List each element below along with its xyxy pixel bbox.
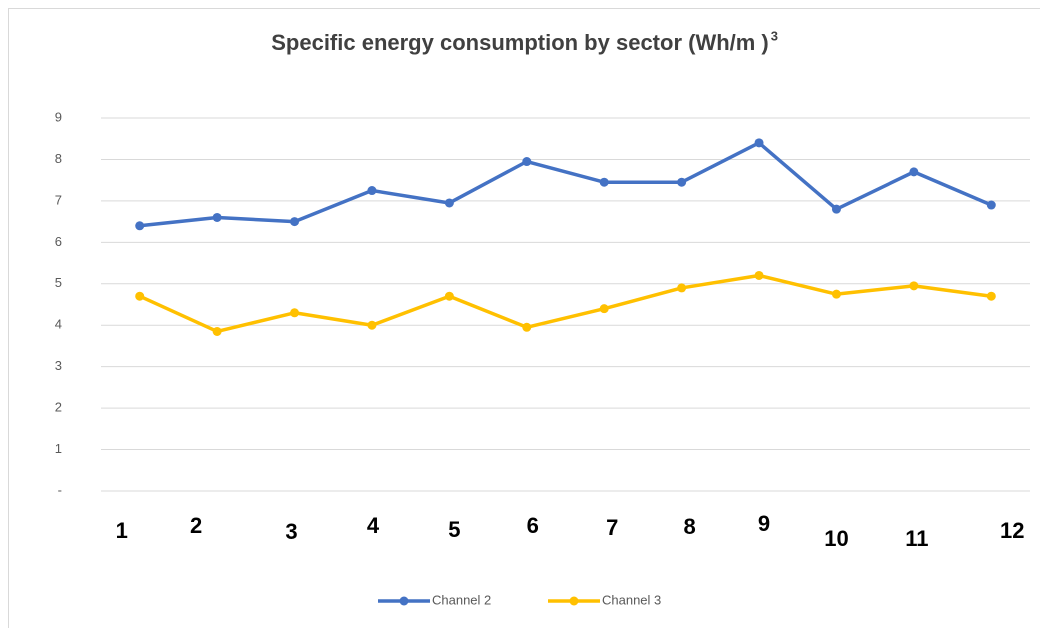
data-point (444, 291, 454, 301)
legend-marker (399, 596, 409, 606)
y-tick-label: 3 (55, 358, 62, 373)
x-tick-label: 6 (527, 513, 539, 538)
legend-label: Channel 3 (602, 592, 661, 607)
data-point (367, 320, 377, 330)
data-point (677, 283, 687, 293)
data-point (522, 322, 532, 332)
legend-label: Channel 2 (432, 592, 491, 607)
y-tick-label: 2 (55, 400, 62, 415)
y-tick-label: 7 (55, 192, 62, 207)
data-point (831, 289, 841, 299)
x-tick-label: 7 (606, 515, 618, 540)
y-tick-label: 9 (55, 109, 62, 124)
x-tick-label: 5 (448, 517, 460, 542)
y-tick-label: 1 (55, 441, 62, 456)
data-point (135, 291, 145, 301)
data-point (135, 221, 145, 231)
data-point (212, 212, 222, 222)
data-point (444, 198, 454, 208)
data-point (909, 167, 919, 177)
x-tick-label: 11 (905, 526, 928, 551)
data-point (754, 270, 764, 280)
y-tick-label: 4 (55, 317, 62, 332)
y-tick-label: 5 (55, 275, 62, 290)
data-point (290, 308, 300, 318)
chart-border (8, 8, 1040, 628)
data-point (986, 200, 996, 210)
data-point (290, 217, 300, 227)
data-point (909, 281, 919, 291)
x-tick-label: 10 (824, 526, 848, 551)
data-point (677, 177, 687, 187)
x-tick-label: 1 (116, 518, 128, 543)
series-line (139, 141, 992, 228)
legend-marker (569, 596, 579, 606)
x-tick-label: 2 (190, 513, 202, 538)
data-point (599, 177, 609, 187)
data-point (367, 186, 377, 196)
data-point (522, 157, 532, 167)
x-tick-label: 3 (285, 519, 297, 544)
y-tick-label: 6 (55, 234, 62, 249)
series-line (138, 273, 992, 334)
data-point (212, 326, 222, 336)
x-tick-label: 8 (684, 514, 696, 539)
y-tick-label: - (58, 482, 62, 497)
chart-title: Specific energy consumption by sector (W… (271, 30, 769, 55)
x-tick-label: 4 (367, 513, 380, 538)
y-tick-label: 8 (55, 151, 62, 166)
data-point (599, 304, 609, 314)
data-point (986, 291, 996, 301)
data-point (831, 204, 841, 214)
data-point (754, 138, 764, 148)
title-superscript: 3 (771, 28, 778, 43)
x-tick-label: 12 (1000, 518, 1024, 543)
x-tick-label: 9 (758, 511, 770, 536)
